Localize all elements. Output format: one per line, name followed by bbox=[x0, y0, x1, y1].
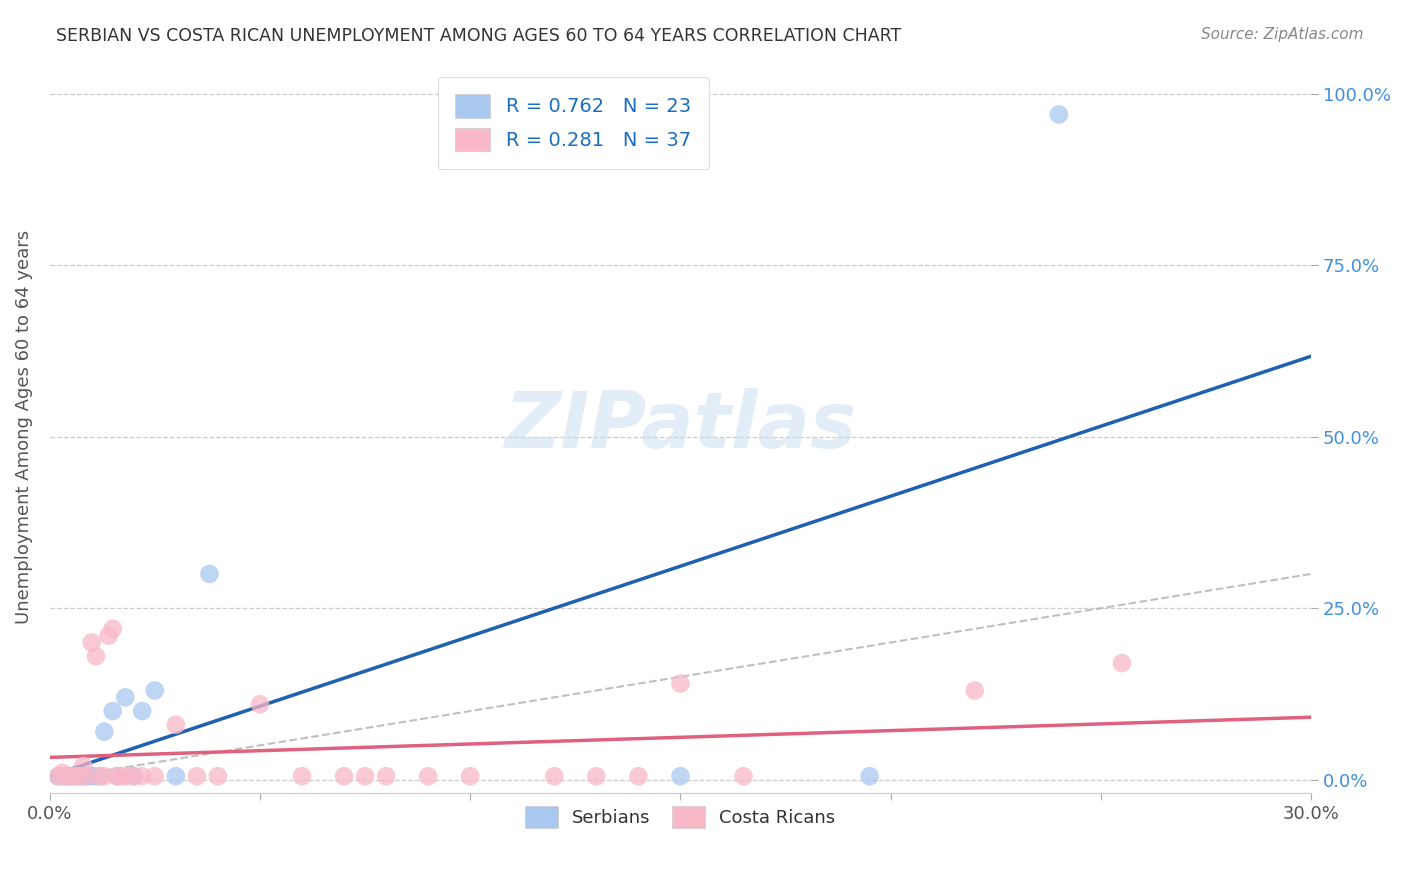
Point bbox=[333, 769, 356, 783]
Point bbox=[97, 629, 120, 643]
Point bbox=[55, 769, 77, 783]
Point bbox=[354, 769, 377, 783]
Point bbox=[51, 769, 73, 783]
Point bbox=[63, 769, 86, 783]
Point bbox=[72, 769, 94, 783]
Point bbox=[1111, 656, 1133, 670]
Point bbox=[131, 769, 153, 783]
Text: ZIPatlas: ZIPatlas bbox=[505, 389, 856, 465]
Point bbox=[84, 649, 107, 664]
Point bbox=[165, 769, 187, 783]
Point bbox=[110, 769, 132, 783]
Point bbox=[72, 759, 94, 773]
Point bbox=[89, 769, 111, 783]
Point bbox=[1047, 107, 1070, 121]
Point bbox=[46, 769, 69, 783]
Point bbox=[733, 769, 755, 783]
Point bbox=[67, 769, 90, 783]
Point bbox=[186, 769, 208, 783]
Point bbox=[105, 769, 128, 783]
Legend: Serbians, Costa Ricans: Serbians, Costa Ricans bbox=[519, 799, 842, 836]
Point bbox=[131, 704, 153, 718]
Point bbox=[51, 765, 73, 780]
Point bbox=[543, 769, 565, 783]
Point bbox=[198, 566, 221, 581]
Point bbox=[416, 769, 439, 783]
Point bbox=[859, 769, 882, 783]
Point bbox=[114, 690, 136, 705]
Y-axis label: Unemployment Among Ages 60 to 64 years: Unemployment Among Ages 60 to 64 years bbox=[15, 229, 32, 624]
Point bbox=[55, 769, 77, 783]
Text: SERBIAN VS COSTA RICAN UNEMPLOYMENT AMONG AGES 60 TO 64 YEARS CORRELATION CHART: SERBIAN VS COSTA RICAN UNEMPLOYMENT AMON… bbox=[56, 27, 901, 45]
Point bbox=[93, 769, 115, 783]
Point bbox=[101, 704, 124, 718]
Point bbox=[59, 769, 82, 783]
Point bbox=[76, 769, 98, 783]
Point bbox=[80, 635, 103, 649]
Point bbox=[143, 683, 166, 698]
Point bbox=[375, 769, 398, 783]
Point bbox=[101, 622, 124, 636]
Point bbox=[46, 769, 69, 783]
Point bbox=[585, 769, 607, 783]
Point bbox=[458, 769, 481, 783]
Point bbox=[63, 769, 86, 783]
Point bbox=[76, 769, 98, 783]
Point bbox=[669, 676, 692, 690]
Point bbox=[249, 697, 271, 711]
Point bbox=[627, 769, 650, 783]
Point bbox=[963, 683, 986, 698]
Point bbox=[105, 769, 128, 783]
Text: Source: ZipAtlas.com: Source: ZipAtlas.com bbox=[1201, 27, 1364, 42]
Point bbox=[207, 769, 229, 783]
Point bbox=[59, 769, 82, 783]
Point bbox=[80, 769, 103, 783]
Point bbox=[67, 769, 90, 783]
Point bbox=[89, 769, 111, 783]
Point bbox=[122, 769, 145, 783]
Point bbox=[291, 769, 314, 783]
Point bbox=[143, 769, 166, 783]
Point bbox=[122, 769, 145, 783]
Point bbox=[669, 769, 692, 783]
Point bbox=[165, 718, 187, 732]
Point bbox=[114, 769, 136, 783]
Point bbox=[84, 769, 107, 783]
Point bbox=[93, 724, 115, 739]
